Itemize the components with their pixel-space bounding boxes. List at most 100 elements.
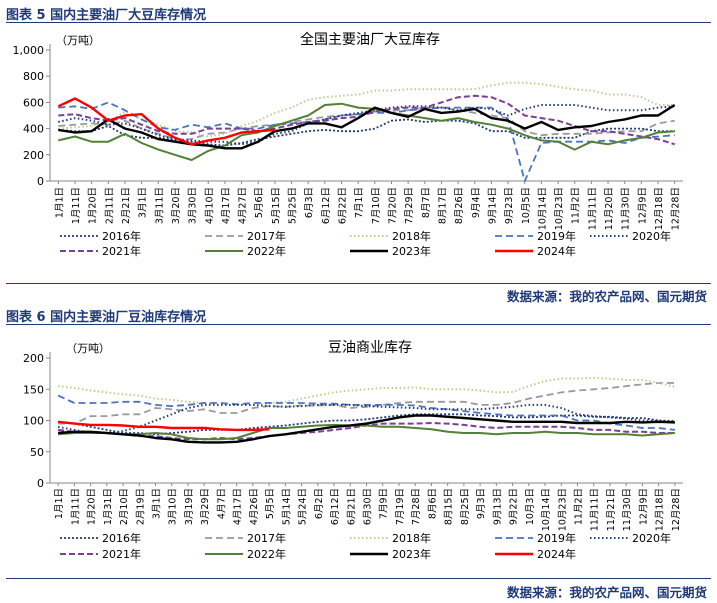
figure-1-header-rule [6, 22, 711, 23]
soybean-oil-inventory-chart: 豆油商业库存 （万吨） 0 50 100 150 200 1月1日 1月11日 1月20日 1月31… [0, 326, 717, 576]
legend-label: 2016年 [102, 531, 141, 545]
x-tick-label: 3月30日 [188, 187, 199, 224]
x-tick-label: 9月3日 [476, 488, 487, 519]
x-tick-label: 7月28日 [411, 488, 422, 525]
x-tick-label: 9月14日 [487, 187, 498, 224]
y-tick-label: 600 [23, 96, 44, 109]
x-tick-label: 1月11日 [70, 488, 81, 525]
x-tick-label: 3月1日 [152, 488, 163, 519]
x-tick-label: 9月22日 [509, 488, 520, 525]
figure-1-header: 图表 5 国内主要油厂大豆库存情况 [6, 4, 206, 23]
x-tick-label: 5月15日 [271, 187, 282, 224]
x-tick-label: 3月19日 [184, 488, 195, 525]
x-tick-label: 7月19日 [395, 488, 406, 525]
x-tick-label: 2月21日 [121, 187, 132, 224]
figure-2-header-rule [6, 324, 711, 325]
legend-label: 2019年 [537, 229, 576, 243]
legend-label: 2023年 [392, 244, 431, 258]
x-tick-label: 11月11日 [590, 488, 601, 531]
x-tick-label: 4月7日 [216, 488, 227, 519]
x-tick-label: 8月25日 [460, 488, 471, 525]
x-tick-label: 3月20日 [171, 187, 182, 224]
legend-label: 2021年 [102, 547, 141, 561]
x-tick-label: 10月3日 [525, 488, 536, 525]
x-tick-label: 2月10日 [119, 488, 130, 525]
x-tick-label: 9月13日 [492, 488, 503, 525]
legend-label: 2024年 [537, 547, 576, 561]
x-tick-label: 6月12日 [321, 187, 332, 224]
x-tick-label: 5月6日 [254, 187, 265, 218]
x-tick-label: 4月10日 [204, 187, 215, 224]
legend-label: 2018年 [392, 531, 431, 545]
legend-label: 2022年 [247, 547, 286, 561]
x-tick-label: 4月17日 [233, 488, 244, 525]
x-tick-label: 7月20日 [387, 187, 398, 224]
x-tick-label: 11月2日 [574, 488, 585, 525]
x-tick-label: 5月5日 [265, 488, 276, 519]
legend-label: 2017年 [247, 229, 286, 243]
x-tick-label: 6月22日 [338, 187, 349, 224]
legend-label: 2018年 [392, 229, 431, 243]
x-tick-label: 11月30日 [622, 488, 633, 531]
x-tick-label: 7月1日 [354, 187, 365, 218]
x-tick-label: 2月11日 [104, 187, 115, 224]
x-tick-label: 1月11日 [71, 187, 82, 224]
x-tick-label: 6月3日 [304, 187, 315, 218]
legend-label: 2016年 [102, 229, 141, 243]
y-tick-label: 400 [23, 123, 44, 136]
x-tick-label: 12月9日 [637, 187, 648, 224]
x-tick-label: 7月9日 [379, 488, 390, 519]
x-tick-label: 12月18日 [654, 187, 665, 230]
x-tick-label: 11月30日 [621, 187, 632, 230]
x-tick-label: 10月23日 [554, 187, 565, 230]
x-tick-label: 4月17日 [221, 187, 232, 224]
chart-title: 全国主要油厂大豆库存 [300, 31, 440, 48]
x-tick-label: 9月4日 [471, 187, 482, 218]
x-tick-label: 10月14日 [537, 187, 548, 230]
x-tick-label: 7月10日 [371, 187, 382, 224]
x-tick-label: 6月30日 [363, 488, 374, 525]
figure-2-footer-rule [6, 578, 711, 579]
x-tick-label: 3月29日 [200, 488, 211, 525]
x-tick-label: 11月11日 [587, 187, 598, 230]
x-tick-label: 5月25日 [288, 187, 299, 224]
x-tick-label: 4月26日 [249, 488, 260, 525]
x-tick-label: 3月1日 [138, 187, 149, 218]
x-tick-label: 3月10日 [168, 488, 179, 525]
x-tick-label: 10月5日 [521, 187, 532, 224]
x-tick-label: 12月28日 [671, 488, 682, 531]
y-tick-label: 50 [30, 446, 44, 459]
x-tick-label: 8月26日 [454, 187, 465, 224]
y-tick-label: 200 [23, 352, 44, 365]
legend-label: 2023年 [392, 547, 431, 561]
x-tick-label: 11月21日 [606, 488, 617, 531]
x-tick-label: 12月28日 [671, 187, 682, 230]
x-tick-label: 3月11日 [154, 187, 165, 224]
legend-label: 2021年 [102, 244, 141, 258]
x-tick-label: 12月18日 [655, 488, 666, 531]
y-tick-label: 800 [23, 70, 44, 83]
legend-label: 2019年 [537, 531, 576, 545]
x-tick-label: 6月12日 [330, 488, 341, 525]
x-tick-label: 12月9日 [638, 488, 649, 525]
x-tick-label: 5月24日 [298, 488, 309, 525]
x-tick-label: 4月27日 [238, 187, 249, 224]
y-tick-label: 100 [23, 415, 44, 428]
x-tick-label: 11月2日 [571, 187, 582, 224]
x-tick-label: 10月14日 [541, 488, 552, 531]
x-tick-label: 1月31日 [103, 488, 114, 525]
series-line-2018年 [58, 378, 675, 405]
x-tick-label: 10月23日 [557, 488, 568, 531]
y-tick-label: 150 [23, 383, 44, 396]
x-tick-label: 5月14日 [281, 488, 292, 525]
x-tick-label: 6月2日 [314, 488, 325, 519]
legend-label: 2020年 [632, 531, 671, 545]
figure-1-footer-rule [6, 283, 711, 284]
x-tick-label: 1月1日 [54, 187, 65, 218]
series-line-2024年 [58, 422, 269, 430]
x-tick-label: 7月29日 [404, 187, 415, 224]
x-tick-label: 2月19日 [135, 488, 146, 525]
y-tick-label: 0 [37, 175, 44, 188]
legend-label: 2017年 [247, 531, 286, 545]
x-tick-label: 9月23日 [504, 187, 515, 224]
